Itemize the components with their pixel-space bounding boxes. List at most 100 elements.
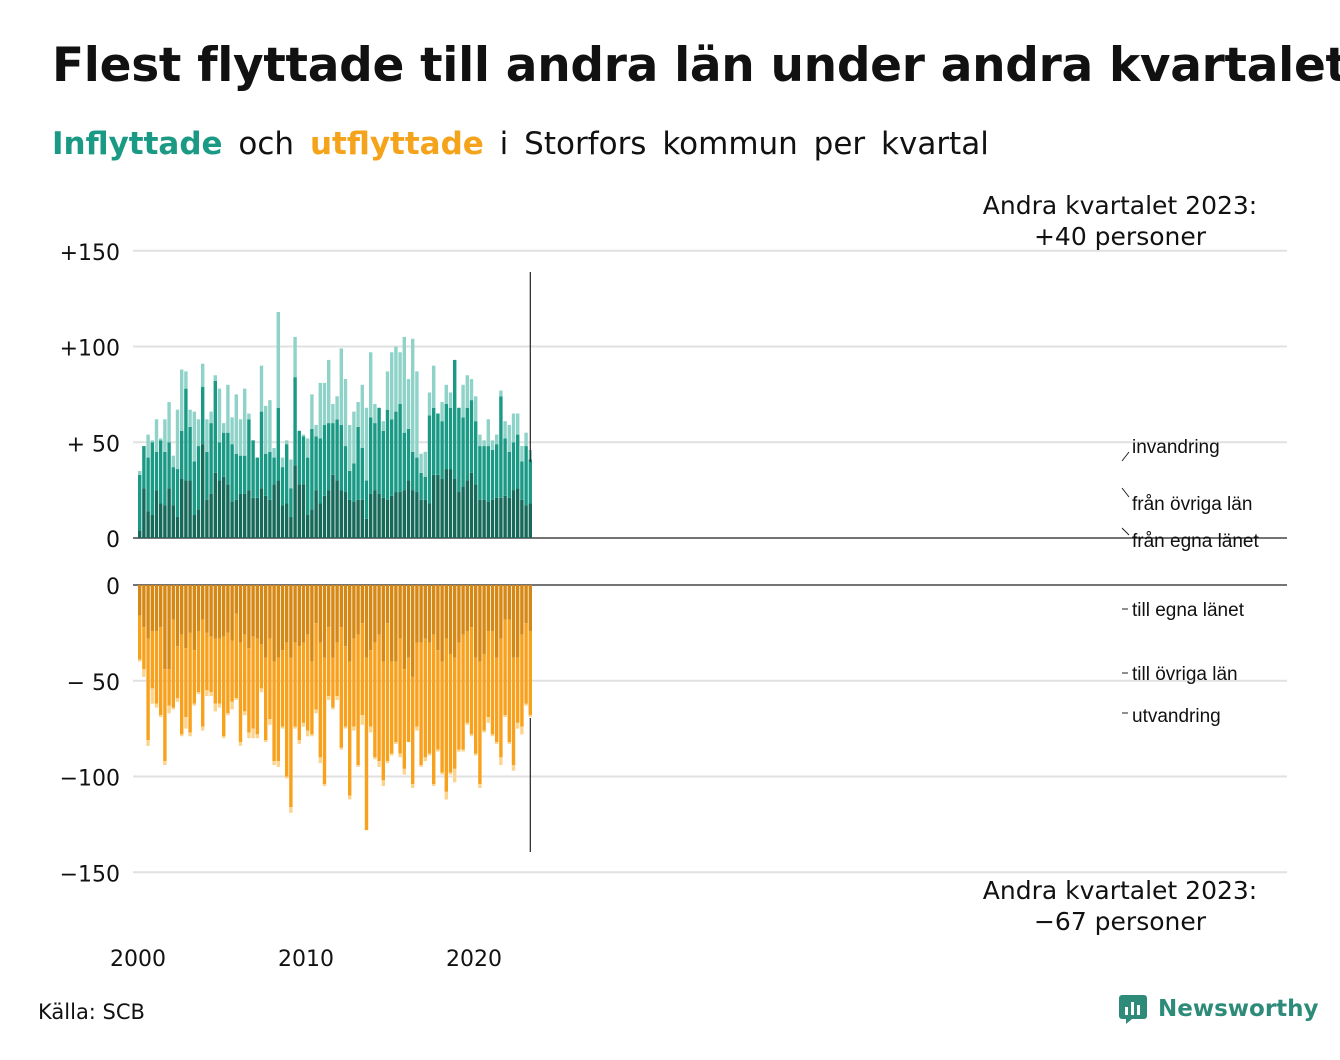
in-bar-ovriga bbox=[234, 453, 238, 500]
out-bar-egna bbox=[318, 585, 322, 643]
in-bar-ovriga bbox=[352, 463, 356, 502]
in-bar-egna bbox=[516, 488, 520, 538]
in-bar-invandring bbox=[411, 338, 415, 452]
out-bar-egna bbox=[154, 585, 159, 631]
out-bar-ovriga bbox=[234, 613, 238, 698]
in-bar-invandring bbox=[486, 419, 490, 447]
in-bar-invandring bbox=[385, 371, 390, 410]
in-bar-ovriga bbox=[402, 432, 406, 491]
in-bar-invandring bbox=[159, 438, 163, 441]
in-bar-ovriga bbox=[373, 423, 377, 491]
out-bar-egna bbox=[516, 585, 520, 658]
out-bar-ovriga bbox=[192, 650, 196, 704]
out-bar-egna bbox=[406, 585, 411, 658]
in-bar-ovriga bbox=[398, 403, 402, 493]
in-bar-egna bbox=[394, 492, 398, 538]
in-bar-invandring bbox=[238, 419, 243, 456]
in-bar-ovriga bbox=[184, 388, 188, 481]
in-bar-invandring bbox=[490, 440, 495, 450]
out-bar-utvandring bbox=[356, 765, 360, 767]
in-bar-egna bbox=[217, 480, 222, 538]
out-bar-ovriga bbox=[373, 642, 377, 758]
in-bar-ovriga bbox=[331, 423, 335, 475]
out-bar-utvandring bbox=[377, 761, 381, 767]
out-bar-egna bbox=[217, 585, 222, 639]
in-bar-invandring bbox=[423, 451, 427, 477]
out-bar-ovriga bbox=[230, 640, 234, 702]
in-bar-invandring bbox=[192, 411, 196, 462]
out-bar-egna bbox=[419, 585, 423, 643]
in-bar-invandring bbox=[138, 470, 142, 475]
in-bar-egna bbox=[318, 503, 322, 538]
in-bar-ovriga bbox=[175, 469, 180, 517]
out-bar-egna bbox=[205, 585, 209, 633]
in-bar-invandring bbox=[364, 407, 369, 481]
out-series-label: till egna länet bbox=[1132, 600, 1245, 621]
top-y-tick-label: 0 bbox=[106, 528, 120, 553]
subtitle-in-word: Inflyttade bbox=[52, 126, 223, 162]
in-bar-invandring bbox=[390, 352, 394, 420]
out-bar-utvandring bbox=[184, 717, 188, 729]
out-bar-ovriga bbox=[469, 627, 474, 735]
in-bar-invandring bbox=[188, 409, 192, 427]
out-bar-utvandring bbox=[499, 757, 503, 766]
out-bar-ovriga bbox=[419, 642, 423, 766]
in-bar-egna bbox=[322, 495, 327, 538]
in-series-label: från egna länet bbox=[1132, 531, 1259, 552]
out-bar-egna bbox=[167, 585, 171, 670]
annotation-bottom-line: Andra kvartalet 2023: bbox=[983, 876, 1257, 905]
out-bar-egna bbox=[146, 585, 150, 639]
out-bar-ovriga bbox=[457, 642, 461, 750]
in-bar-invandring bbox=[469, 379, 474, 401]
in-bar-egna bbox=[398, 492, 402, 538]
out-bar-ovriga bbox=[146, 638, 150, 741]
in-bar-ovriga bbox=[444, 403, 448, 470]
in-bar-ovriga bbox=[419, 472, 423, 500]
subtitle-out-word: utflyttade bbox=[309, 126, 484, 162]
in-bar-egna bbox=[247, 490, 251, 538]
out-bar-utvandring bbox=[280, 726, 285, 729]
in-bar-egna bbox=[154, 490, 159, 538]
in-bar-egna bbox=[520, 499, 524, 538]
out-bar-egna bbox=[138, 585, 142, 616]
out-bar-egna bbox=[175, 585, 180, 647]
in-bar-ovriga bbox=[360, 447, 364, 500]
in-bar-ovriga bbox=[213, 380, 217, 473]
out-bar-utvandring bbox=[461, 749, 465, 752]
out-series-label: utvandring bbox=[1132, 706, 1221, 727]
out-bar-egna bbox=[226, 585, 230, 633]
in-bar-ovriga bbox=[222, 432, 226, 477]
in-bar-egna bbox=[369, 493, 373, 538]
in-bar-egna bbox=[314, 490, 318, 538]
out-bar-utvandring bbox=[415, 726, 419, 731]
in-bar-egna bbox=[272, 484, 276, 538]
out-bar-egna bbox=[159, 585, 163, 628]
in-bar-ovriga bbox=[272, 457, 276, 485]
in-bar-invandring bbox=[524, 432, 528, 447]
in-bar-invandring bbox=[369, 352, 373, 418]
in-bar-ovriga bbox=[516, 434, 520, 489]
out-bar-egna bbox=[503, 585, 507, 620]
out-bar-utvandring bbox=[436, 749, 440, 752]
in-series-label: invandring bbox=[1132, 437, 1220, 458]
in-bar-egna bbox=[490, 499, 495, 538]
out-bar-ovriga bbox=[520, 634, 524, 727]
in-bar-egna bbox=[167, 488, 171, 538]
out-bar-ovriga bbox=[213, 638, 217, 704]
in-bar-ovriga bbox=[453, 359, 457, 479]
in-bar-egna bbox=[385, 499, 390, 538]
in-bar-invandring bbox=[217, 388, 222, 443]
out-bar-egna bbox=[436, 585, 440, 651]
in-bar-egna bbox=[453, 478, 457, 538]
subtitle-and-word: och bbox=[238, 126, 295, 162]
bars bbox=[138, 312, 532, 831]
out-series-label: till övriga län bbox=[1132, 664, 1238, 685]
in-bar-invandring bbox=[276, 312, 280, 408]
out-bar-ovriga bbox=[423, 638, 427, 758]
out-bar-ovriga bbox=[201, 619, 205, 727]
out-bar-ovriga bbox=[268, 638, 272, 720]
out-bar-utvandring bbox=[486, 717, 490, 723]
out-bar-ovriga bbox=[360, 623, 364, 716]
in-bar-ovriga bbox=[390, 419, 394, 496]
in-bar-invandring bbox=[293, 336, 297, 378]
